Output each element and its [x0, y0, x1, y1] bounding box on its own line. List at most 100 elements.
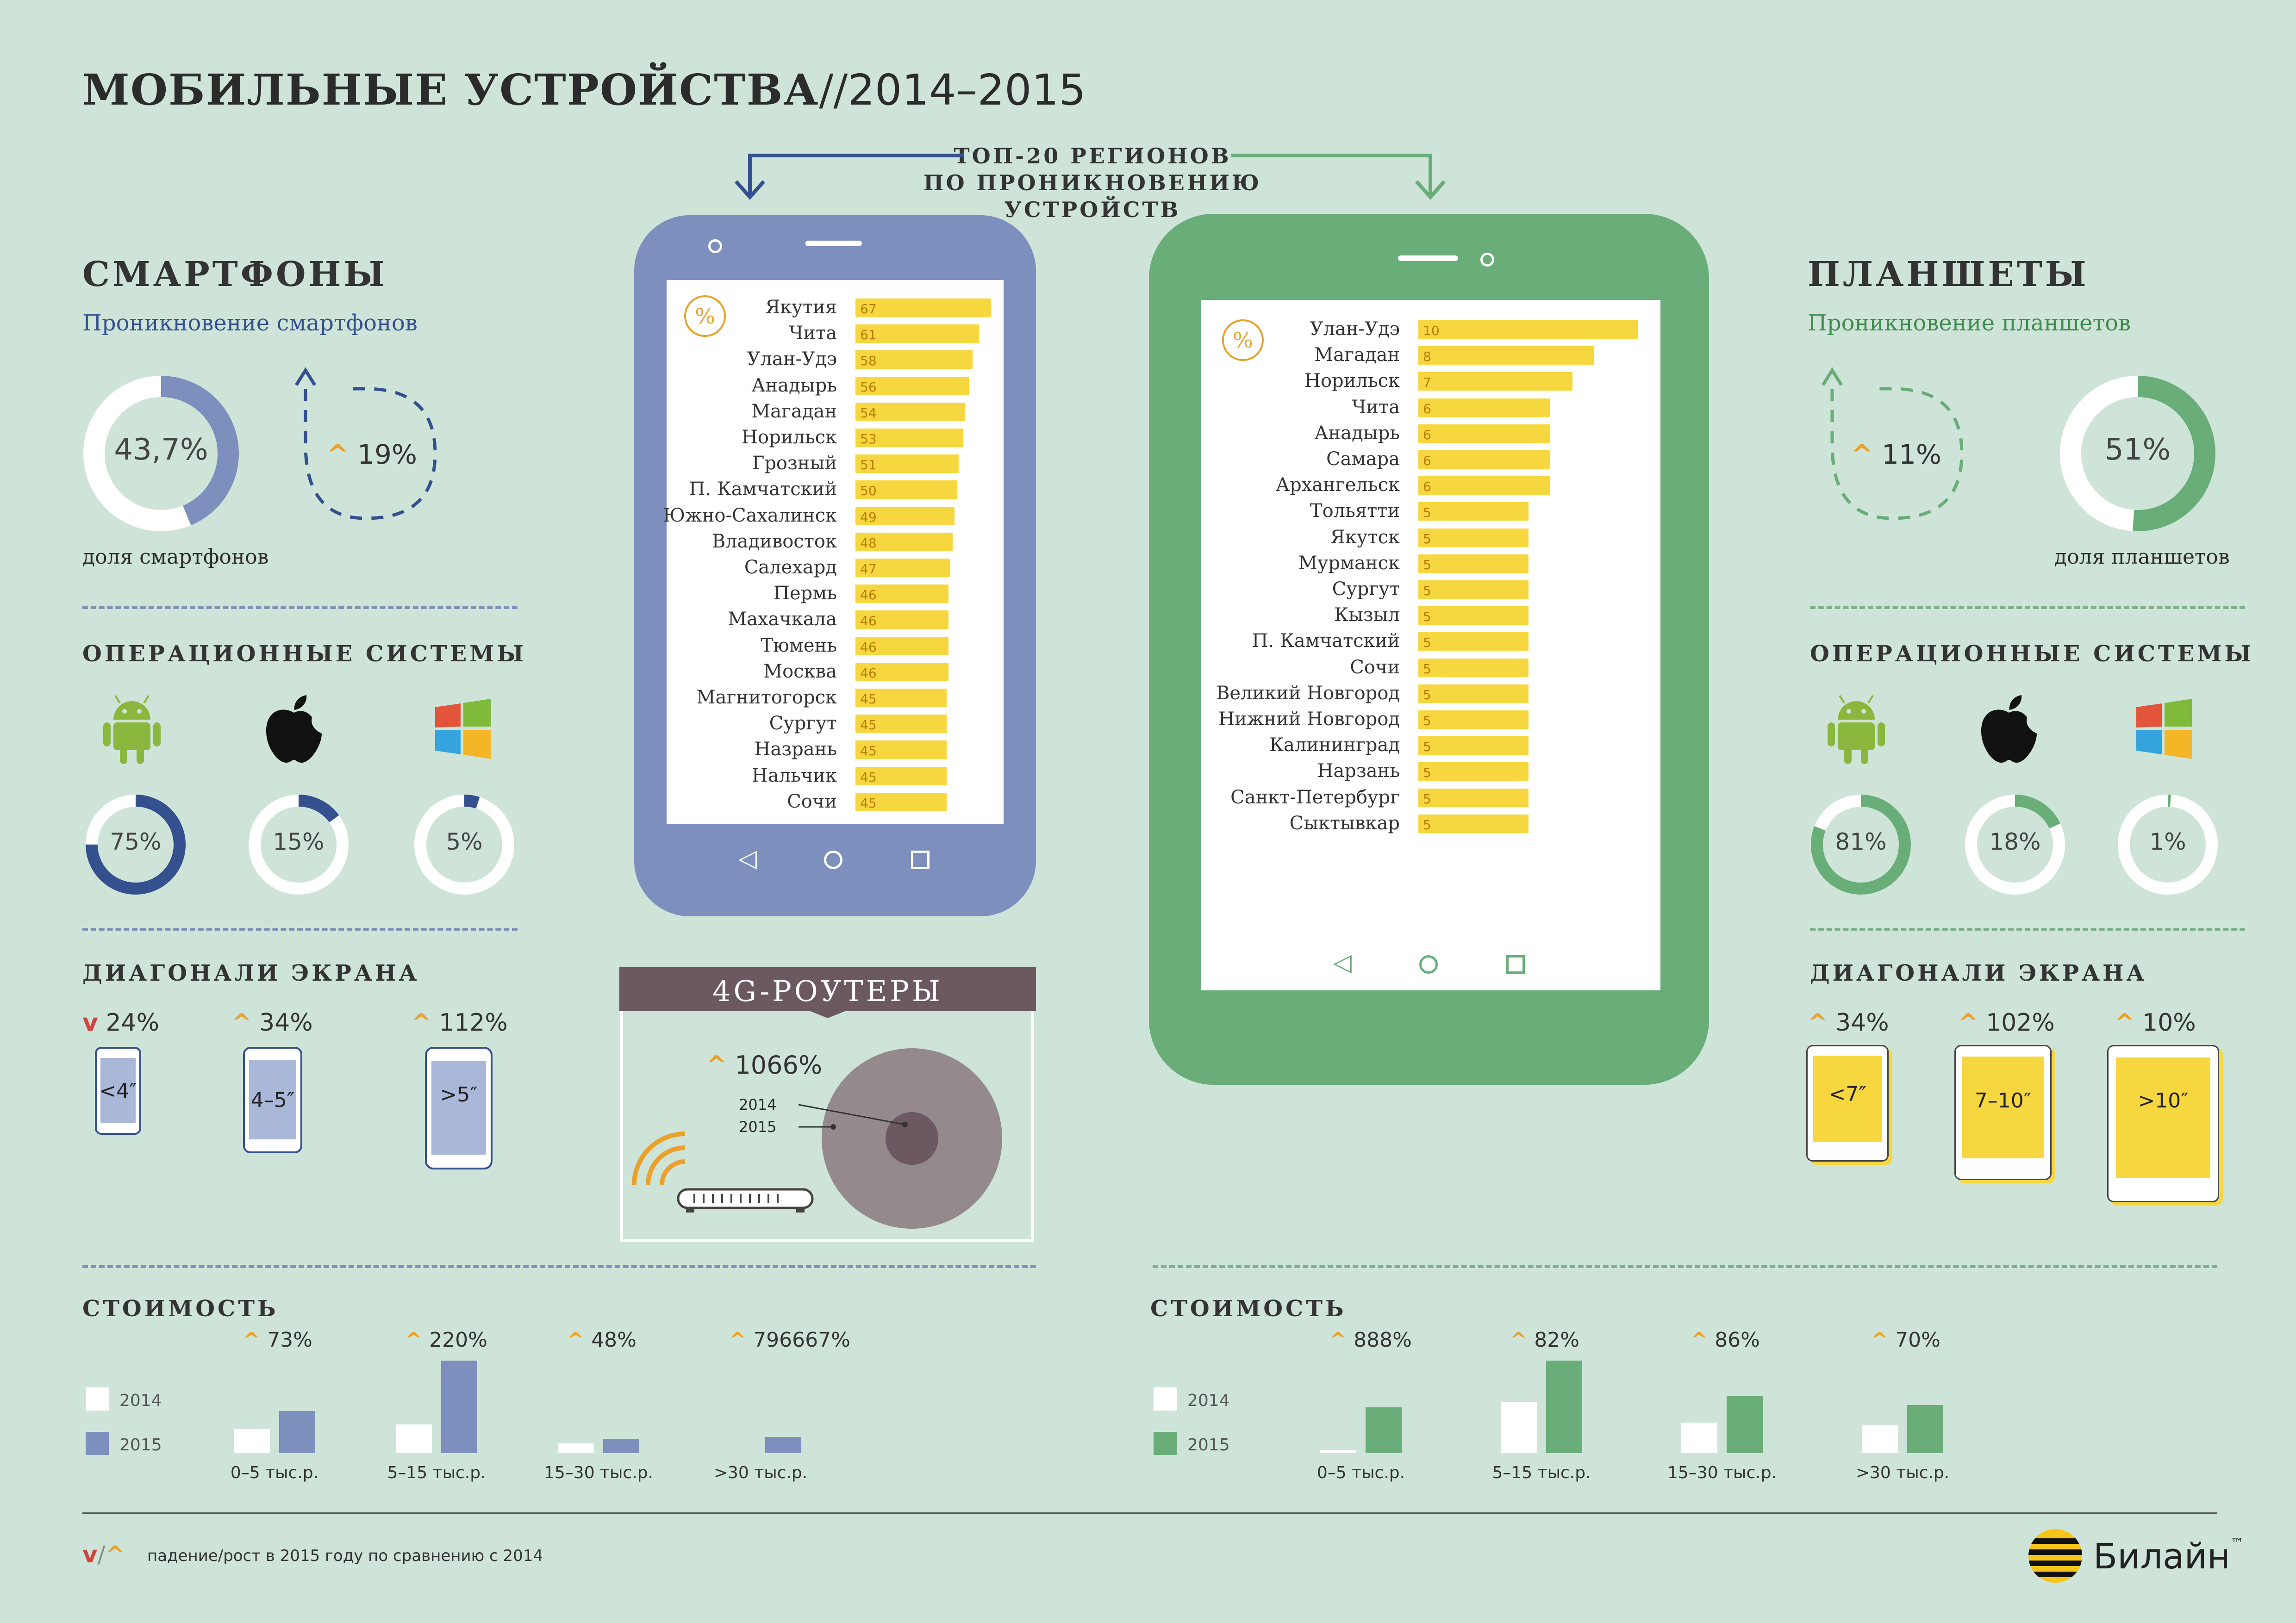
windows-icon	[435, 699, 491, 759]
region-bar	[1418, 372, 1572, 391]
diag-label: >10″	[2138, 1089, 2189, 1113]
cost-change-value: 796667%	[753, 1328, 850, 1352]
up-arrow-icon: ^	[1958, 1009, 1978, 1037]
region-bar	[1418, 320, 1638, 339]
region-bar	[855, 506, 955, 525]
region-value: 8	[1423, 349, 1431, 365]
tablets-subtitle: Проникновение планшетов	[1808, 310, 2131, 336]
legend-2014-label: 2014	[119, 1391, 162, 1410]
phone-small-icon: <4″	[95, 1047, 141, 1135]
footer-note: падение/рост в 2015 году по сравнению с …	[147, 1547, 543, 1565]
routers-circle-2014	[885, 1112, 939, 1165]
ios-share-donut	[249, 795, 349, 895]
cost-bar-2015	[765, 1437, 801, 1453]
region-bar	[1418, 398, 1550, 417]
ios-share-donut	[1965, 795, 2065, 895]
region-bar	[1418, 606, 1529, 625]
cost-bar-2015	[1366, 1407, 1402, 1453]
region-value: 5	[1423, 557, 1431, 572]
region-value: 5	[1423, 661, 1431, 677]
up-arrow-icon: ^	[405, 1328, 430, 1352]
region-value: 45	[860, 717, 877, 733]
android-share-value: 81%	[1835, 828, 1887, 855]
region-bar	[855, 402, 965, 421]
region-bar	[855, 480, 957, 499]
cost-category-label: 0–5 тыс.р.	[1316, 1463, 1405, 1482]
region-bar	[855, 559, 951, 577]
cost-change: ^ 796667%	[729, 1328, 850, 1352]
region-label: Мурманск	[1298, 552, 1400, 574]
smartphone-os-title: ОПЕРАЦИОННЫЕ СИСТЕМЫ	[82, 641, 527, 667]
phone-camera-icon	[708, 239, 722, 253]
region-value: 56	[860, 379, 877, 395]
cost-change: ^ 220%	[405, 1328, 487, 1352]
recent-nav-icon	[911, 851, 930, 869]
windows-icon	[2136, 699, 2192, 759]
smartphone-share-donut	[83, 376, 239, 531]
tablet-camera-icon	[1480, 253, 1494, 267]
region-bar	[855, 532, 953, 551]
region-label: Грозный	[752, 453, 837, 474]
cost-change: ^ 48%	[567, 1328, 636, 1352]
region-value: 7	[1423, 375, 1431, 391]
diag-change: v 24%	[82, 1009, 160, 1037]
region-value: 58	[860, 353, 877, 369]
smartphone-screen	[667, 280, 1004, 824]
brand-name: Билайн™	[2093, 1536, 2244, 1577]
divider	[82, 928, 518, 931]
windows-share-donut	[2118, 795, 2218, 895]
region-bar	[1418, 658, 1529, 677]
region-value: 5	[1423, 817, 1431, 833]
region-label: Магадан	[1314, 344, 1400, 366]
android-icon	[103, 695, 161, 764]
legend-2015-label: 2015	[1187, 1436, 1230, 1455]
region-label: Владивосток	[711, 530, 837, 552]
diag-label: <4″	[99, 1079, 137, 1103]
home-nav-icon	[824, 851, 842, 869]
region-value: 6	[1423, 479, 1431, 495]
region-bar	[1418, 710, 1529, 729]
region-label: Якутск	[1330, 526, 1400, 548]
smartphones-title: СМАРТФОНЫ	[82, 255, 388, 294]
phone-large-icon: >5″	[425, 1047, 493, 1169]
region-label: Махачкала	[728, 609, 837, 630]
region-label: Норильск	[1304, 370, 1400, 392]
top20-header: ТОП-20 РЕГИОНОВ ПО ПРОНИКНОВЕНИЮ УСТРОЙС…	[870, 143, 1315, 223]
down-arrow-icon: v	[82, 1541, 98, 1568]
up-arrow-icon: ^	[243, 1328, 268, 1352]
region-value: 10	[1423, 323, 1440, 338]
cost-bar-2015	[603, 1438, 639, 1453]
footer-legend-icon: v/^	[82, 1541, 125, 1568]
cost-change: ^ 888%	[1329, 1328, 1412, 1352]
down-arrow-icon: v	[82, 1009, 98, 1037]
region-value: 5	[1423, 687, 1431, 703]
region-bar	[855, 454, 959, 473]
tablet-share-value: 51%	[2104, 433, 2171, 467]
region-bar	[1418, 502, 1529, 521]
cost-bar-2014	[234, 1429, 270, 1453]
top20-header-line2: ПО ПРОНИКНОВЕНИЮ УСТРОЙСТВ	[923, 170, 1261, 222]
region-bar	[855, 689, 947, 707]
region-value: 6	[1423, 427, 1431, 442]
region-value: 46	[860, 665, 877, 681]
apple-icon	[266, 695, 322, 763]
tablet-growth: ^ 11%	[1851, 439, 1941, 470]
cost-bar-2014	[1681, 1423, 1717, 1453]
diag-change: ^ 10%	[2115, 1009, 2196, 1037]
cost-change: ^ 86%	[1691, 1328, 1760, 1352]
region-label: Сочи	[787, 790, 837, 812]
back-nav-icon: ◁	[1333, 949, 1352, 976]
cost-change: ^ 82%	[1510, 1328, 1579, 1352]
cost-category-label: 15–30 тыс.р.	[544, 1463, 653, 1482]
region-value: 6	[1423, 453, 1431, 468]
page-title: МОБИЛЬНЫЕ УСТРОЙСТВА//2014–2015	[82, 65, 1086, 115]
windows-share-donut	[414, 795, 514, 895]
tablet-medium-icon: 7–10″	[1954, 1045, 2052, 1180]
title-years: 2014–2015	[848, 65, 1086, 115]
region-bar	[1418, 528, 1529, 547]
region-value: 45	[860, 795, 877, 811]
region-label: Южно-Сахалинск	[663, 504, 837, 526]
up-arrow-icon: ^	[567, 1328, 592, 1352]
cost-category-label: 15–30 тыс.р.	[1667, 1463, 1777, 1482]
region-label: Анадырь	[751, 374, 837, 396]
